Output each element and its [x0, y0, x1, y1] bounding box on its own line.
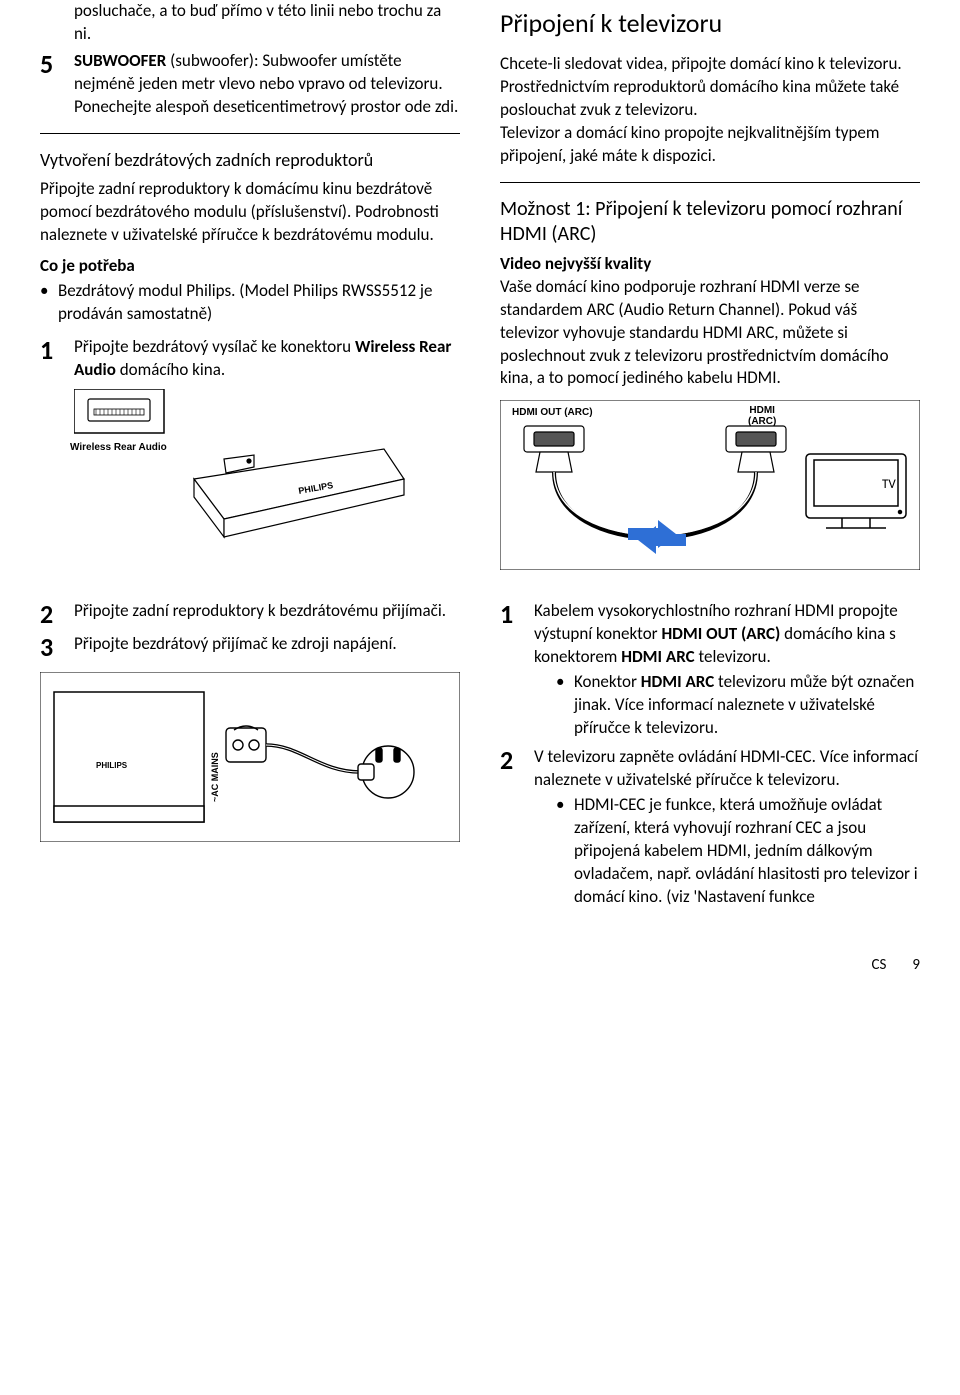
wireless-rear-para: Připojte zadní reproduktory k domácímu k…: [40, 178, 460, 247]
divider: [40, 133, 460, 134]
hdmi-out-label: HDMI OUT (ARC): [512, 406, 593, 420]
step-1-wireless: 1 Připojte bezdrátový vysílač ke konekto…: [40, 336, 460, 382]
subwoofer-paren: (subwoofer):: [166, 50, 262, 71]
tv-connect-intro2: Televizor a domácí kino propojte nejkval…: [500, 122, 920, 168]
receiver-power-diagram: PHILIPS ~AC MAINS: [40, 672, 460, 842]
tv-connect-intro: Chcete-li sledovat videa, připojte domác…: [500, 53, 920, 122]
wireless-transmitter-diagram: PHILIPS Wireless Rear Audio: [74, 389, 460, 565]
wireless-rear-audio-label: Wireless Rear Audio: [70, 441, 190, 455]
video-quality-label: Video nejvyšší kvality: [500, 253, 920, 276]
right-column-bottom: 1 Kabelem vysokorychlostního rozhraní HD…: [500, 596, 920, 914]
subwoofer-label: SUBWOOFER: [74, 50, 166, 71]
para-continuation: posluchače, a to buď přímo v této linii …: [74, 0, 460, 46]
step-1-hdmi: 1 Kabelem vysokorychlostního rozhraní HD…: [500, 600, 920, 742]
wireless-rear-heading: Vytvoření bezdrátových zadních reprodukt…: [40, 148, 460, 172]
step-2-wireless: 2 Připojte zadní reproduktory k bezdráto…: [40, 600, 460, 629]
step-2-hdmi: 2 V televizoru zapněte ovládání HDMI-CEC…: [500, 746, 920, 911]
step-number: 5: [40, 50, 74, 119]
s2-text: V televizoru zapněte ovládání HDMI-CEC. …: [534, 746, 918, 790]
option1-para: Vaše domácí kino podporuje rozhraní HDMI…: [500, 276, 920, 391]
footer-lang: CS: [872, 955, 887, 975]
step-number: 2: [500, 746, 534, 911]
option1-heading: Možnost 1: Připojení k televizoru pomocí…: [500, 197, 920, 247]
right-column-top: Připojení k televizoru Chcete-li sledova…: [500, 0, 920, 570]
s1-bullet: Konektor HDMI ARC televizoru může být oz…: [556, 671, 920, 740]
step-number: 1: [500, 600, 534, 742]
page-footer: CS 9: [40, 955, 920, 975]
tv-connect-title: Připojení k televizoru: [500, 6, 920, 41]
step-number: 1: [40, 336, 74, 382]
s1-text-e: televizoru.: [695, 646, 771, 667]
step-number: 2: [40, 600, 74, 629]
left-column-top: posluchače, a to buď přímo v této linii …: [40, 0, 460, 570]
need-item: Bezdrátový modul Philips. (Model Philips…: [40, 280, 460, 326]
svg-text:PHILIPS: PHILIPS: [96, 761, 128, 770]
footer-page: 9: [912, 955, 920, 975]
svg-text:~AC MAINS: ~AC MAINS: [210, 752, 220, 802]
tv-label: TV: [882, 476, 896, 494]
step1-text-c: domácího kina.: [116, 359, 225, 380]
divider: [500, 182, 920, 183]
s2-bullet: HDMI-CEC je funkce, která umožňuje ovlád…: [556, 794, 920, 909]
step-5: 5 SUBWOOFER (subwoofer): Subwoofer umíst…: [40, 50, 460, 119]
step-3-wireless: 3 Připojte bezdrátový přijímač ke zdroji…: [40, 633, 460, 662]
arc-label: (ARC): [748, 416, 776, 427]
left-column-bottom: 2 Připojte zadní reproduktory k bezdráto…: [40, 596, 460, 914]
step-number: 3: [40, 633, 74, 662]
s1b-b: HDMI ARC: [641, 671, 714, 692]
s1b-a: Konektor: [574, 671, 641, 692]
what-you-need: Co je potřeba: [40, 255, 460, 278]
s1-hdmi-out: HDMI OUT (ARC): [661, 623, 780, 644]
s1-hdmi-arc: HDMI ARC: [621, 646, 694, 667]
step1-text-a: Připojte bezdrátový vysílač ke konektoru: [74, 336, 355, 357]
hdmi-arc-diagram: HDMI OUT (ARC) HDMI (ARC) TV: [500, 400, 920, 570]
hdmi-label: HDMI: [749, 405, 775, 416]
